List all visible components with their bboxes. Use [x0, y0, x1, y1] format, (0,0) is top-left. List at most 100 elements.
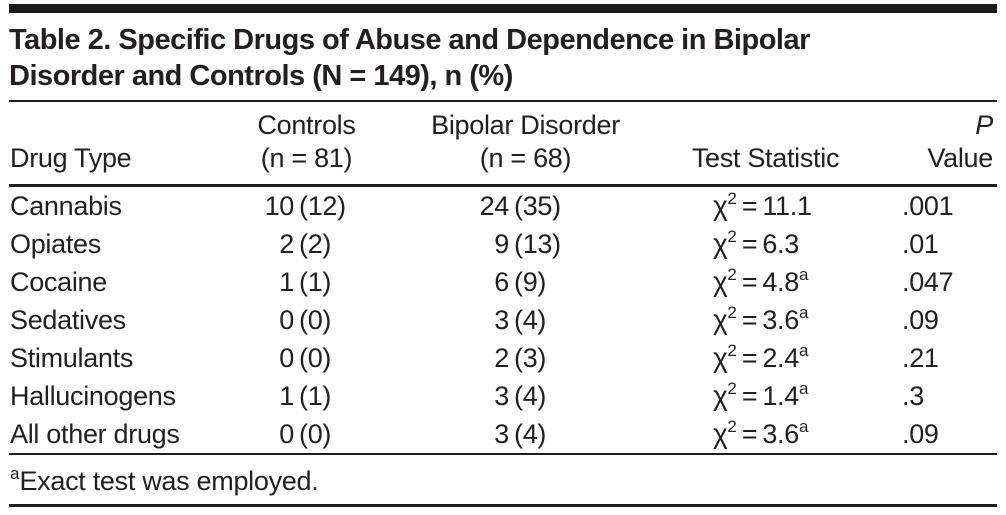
drug-name: Stimulants [10, 342, 134, 373]
controls-percent: (1) [299, 266, 332, 297]
controls-count: 0 [279, 418, 294, 449]
drug-name: Opiates [10, 228, 101, 259]
chi-exponent: 2 [727, 303, 737, 322]
table-row: All other drugs 0 (0) 3 (4) χ2 = 3.6a .09 [9, 415, 997, 453]
bipolar-count: 24 [479, 190, 510, 221]
p-value: .047 [902, 266, 954, 297]
cell-controls: 0 (0) [244, 419, 369, 450]
chi-symbol: χ [713, 266, 728, 297]
cell-controls: 1 (1) [244, 381, 369, 412]
cell-test-statistic: χ2 = 2.4a [654, 342, 869, 374]
cell-bipolar: 2 (3) [369, 343, 654, 374]
equals-sign: = [741, 381, 758, 411]
bipolar-percent: (3) [514, 342, 547, 373]
column-header-drug-type: Drug Type [9, 102, 244, 184]
chi-symbol: χ [713, 190, 728, 221]
drug-name: Cocaine [10, 266, 107, 297]
chi-symbol: χ [713, 304, 728, 335]
controls-count: 1 [279, 380, 294, 411]
cell-p-value: .001 [869, 191, 997, 222]
cell-drug-type: Hallucinogens [9, 381, 244, 412]
column-header-bipolar-disorder: Bipolar Disorder (n = 68) [369, 102, 654, 184]
bipolar-group-label: Bipolar Disorder [431, 110, 620, 140]
bipolar-percent: (4) [514, 304, 547, 335]
p-value: .09 [902, 418, 939, 449]
controls-count: 1 [279, 266, 294, 297]
footnote-marker: a [10, 464, 20, 483]
equals-sign: = [741, 343, 758, 373]
bipolar-count: 3 [494, 304, 509, 335]
controls-group-label: Controls [257, 110, 356, 140]
statistic-value: 1.4 [762, 381, 799, 411]
equals-sign: = [741, 419, 758, 449]
controls-percent: (1) [299, 380, 332, 411]
cell-drug-type: Sedatives [9, 305, 244, 336]
controls-percent: (0) [299, 342, 332, 373]
cell-bipolar: 24 (35) [369, 191, 654, 222]
statistic-value: 2.4 [762, 343, 799, 373]
controls-n-label: (n = 81) [260, 143, 353, 173]
cell-test-statistic: χ2 = 11.1 [654, 190, 869, 222]
cell-drug-type: Opiates [9, 229, 244, 260]
cell-p-value: .01 [869, 229, 997, 260]
cell-p-value: .21 [869, 343, 997, 374]
table-title: Table 2. Specific Drugs of Abuse and Dep… [9, 22, 997, 94]
chi-exponent: 2 [727, 265, 737, 284]
p-value-label-italic: P [975, 110, 993, 140]
controls-count: 0 [279, 342, 294, 373]
cell-controls: 10 (12) [244, 191, 369, 222]
table-row: Stimulants 0 (0) 2 (3) χ2 = 2.4a .21 [9, 339, 997, 377]
chi-symbol: χ [713, 228, 728, 259]
controls-percent: (2) [299, 228, 332, 259]
bipolar-count: 3 [494, 380, 509, 411]
divider-under-header [9, 184, 997, 187]
footnote-superscript: a [798, 265, 809, 284]
table-body: Cannabis 10 (12) 24 (35) χ2 = 11.1 .001 Opia… [9, 187, 997, 453]
cell-drug-type: Stimulants [9, 343, 244, 374]
p-value: .3 [902, 380, 924, 411]
drug-name: Sedatives [10, 304, 126, 335]
p-value: .01 [902, 228, 939, 259]
cell-bipolar: 3 (4) [369, 305, 654, 336]
cell-bipolar: 9 (13) [369, 229, 654, 260]
table-footnote: aExact test was employed. [9, 455, 997, 504]
top-border-bar [9, 4, 997, 13]
controls-count: 10 [264, 190, 295, 221]
table-row: Cannabis 10 (12) 24 (35) χ2 = 11.1 .001 [9, 187, 997, 225]
controls-count: 0 [279, 304, 294, 335]
cell-drug-type: Cannabis [9, 191, 244, 222]
equals-sign: = [741, 191, 758, 221]
chi-symbol: χ [713, 418, 728, 449]
controls-percent: (0) [299, 418, 332, 449]
bipolar-percent: (9) [514, 266, 547, 297]
cell-test-statistic: χ2 = 3.6a [654, 418, 869, 450]
cell-p-value: .09 [869, 305, 997, 336]
test-statistic-label: Test Statistic [691, 143, 840, 173]
footnote-superscript: a [798, 341, 809, 360]
cell-bipolar: 6 (9) [369, 267, 654, 298]
footnote-superscript: a [798, 303, 809, 322]
statistic-value: 4.8 [762, 267, 799, 297]
table-title-line2: Disorder and Controls (N = 149), n (%) [9, 60, 513, 92]
cell-bipolar: 3 (4) [369, 419, 654, 450]
statistic-value: 6.3 [762, 229, 799, 259]
table-row: Hallucinogens 1 (1) 3 (4) χ2 = 1.4a .3 [9, 377, 997, 415]
chi-exponent: 2 [727, 341, 737, 360]
table-row: Opiates 2 (2) 9 (13) χ2 = 6.3 .01 [9, 225, 997, 263]
divider-under-title [9, 100, 997, 102]
table-header-row: Drug Type Controls (n = 81) Bipolar Diso… [9, 102, 997, 184]
cell-controls: 0 (0) [244, 305, 369, 336]
column-header-test-statistic: Test Statistic [654, 102, 869, 184]
p-value: .21 [902, 342, 939, 373]
cell-test-statistic: χ2 = 3.6a [654, 304, 869, 336]
cell-p-value: .047 [869, 267, 997, 298]
column-header-p-value: P Value [869, 102, 997, 184]
statistic-value: 11.1 [762, 191, 812, 221]
controls-count: 2 [279, 228, 294, 259]
drug-type-label: Drug Type [10, 143, 132, 173]
bottom-border-bar [9, 504, 997, 507]
bipolar-percent: (4) [514, 418, 547, 449]
bipolar-percent: (4) [514, 380, 547, 411]
cell-controls: 1 (1) [244, 267, 369, 298]
equals-sign: = [741, 229, 758, 259]
